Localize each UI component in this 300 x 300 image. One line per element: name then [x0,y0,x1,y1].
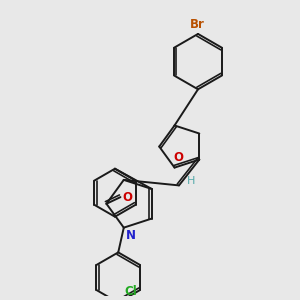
Text: N: N [126,229,136,242]
Text: O: O [173,151,184,164]
Text: Br: Br [190,18,205,31]
Text: O: O [123,190,133,204]
Text: H: H [187,176,196,186]
Text: Cl: Cl [124,285,137,298]
